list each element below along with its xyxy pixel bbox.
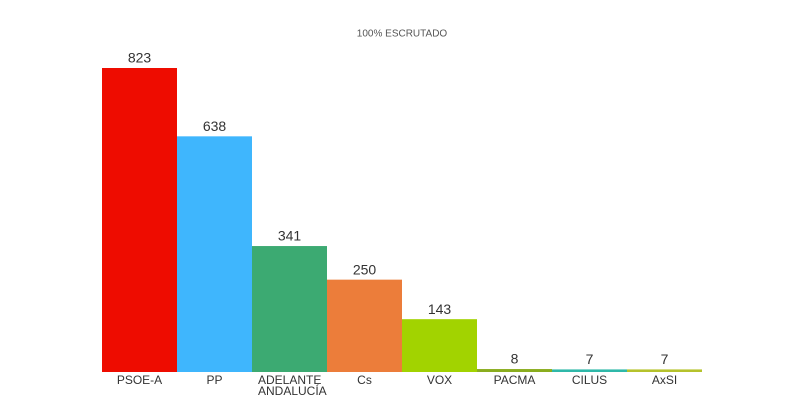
x-tick-label: Cs — [357, 373, 372, 387]
x-tick-label: PSOE-A — [116, 373, 163, 387]
value-label: 823 — [128, 50, 152, 66]
x-tick-label: VOX — [426, 373, 453, 387]
bar — [627, 369, 702, 372]
bar — [102, 68, 177, 372]
bar — [552, 369, 627, 372]
x-tick-label: AxSI — [651, 373, 678, 387]
bar — [252, 246, 327, 372]
bar — [177, 136, 252, 372]
x-tick-label: PP — [206, 373, 223, 387]
value-label: 8 — [511, 351, 519, 367]
value-label: 143 — [428, 301, 452, 317]
value-label: 638 — [203, 118, 227, 134]
x-tick-label: ADELANTE ANDALUCÍA — [258, 373, 327, 398]
bar — [327, 279, 402, 372]
chart-title: 100% ESCRUTADO — [357, 29, 448, 40]
value-label: 7 — [586, 351, 594, 367]
value-label: 7 — [661, 351, 669, 367]
x-tick-label: CILUS — [571, 373, 608, 387]
x-tick-label: PACMA — [493, 373, 536, 387]
value-label: 341 — [278, 228, 302, 244]
value-label: 250 — [353, 261, 377, 277]
bar — [477, 369, 552, 372]
bar — [402, 319, 477, 372]
